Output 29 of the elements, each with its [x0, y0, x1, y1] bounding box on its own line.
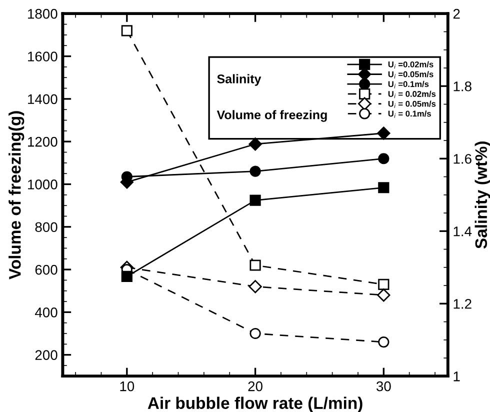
- y2-tick-label: 1.4: [454, 226, 472, 236]
- y-tick-label: 1400: [28, 94, 58, 104]
- legend-label: U$_{i}$ = 0.02m/s: [388, 90, 436, 98]
- annotation: Volume of freezing: [216, 110, 327, 122]
- y2-tick-label: 1.2: [454, 298, 472, 309]
- y-tick-label: 1800: [28, 8, 58, 19]
- y-tick-label: 800: [35, 222, 58, 232]
- x-tick-label: 10: [120, 381, 134, 392]
- legend-label: U$_{i}$ = 0.05m/s: [388, 100, 436, 108]
- x-tick-label: 20: [248, 381, 262, 392]
- legend-label: U$_{i}$ = 0.1m/s: [388, 110, 431, 118]
- y2-tick-label: 2: [453, 8, 460, 19]
- y-tick-label: 200: [35, 350, 58, 360]
- x-axis-title: Air bubble flow rate (L/min): [148, 396, 362, 412]
- y-tick-label: 1600: [28, 52, 58, 62]
- y-tick-label: 1000: [28, 180, 58, 190]
- y-tick-label: 600: [35, 264, 58, 275]
- legend-label: U$_{i}$ =0.1m/s: [388, 80, 429, 88]
- annotation: Salinity: [217, 74, 262, 86]
- legend-label: U$_{i}$ =0.02m/s: [388, 61, 434, 69]
- x-tick-label: 30: [376, 381, 391, 392]
- y-tick-label: 400: [35, 308, 58, 318]
- y-tick-label: 1200: [28, 136, 58, 147]
- y2-tick-label: 1.6: [454, 154, 472, 164]
- y2-tick-label: 1.8: [454, 81, 472, 92]
- y2-tick-label: 1: [454, 372, 460, 382]
- y-axis-title: Volume of freezing(g): [8, 111, 24, 280]
- y2-axis-title: Salinity (wt%): [474, 142, 490, 249]
- legend-label: U$_{i}$ =0.05m/s: [388, 71, 434, 78]
